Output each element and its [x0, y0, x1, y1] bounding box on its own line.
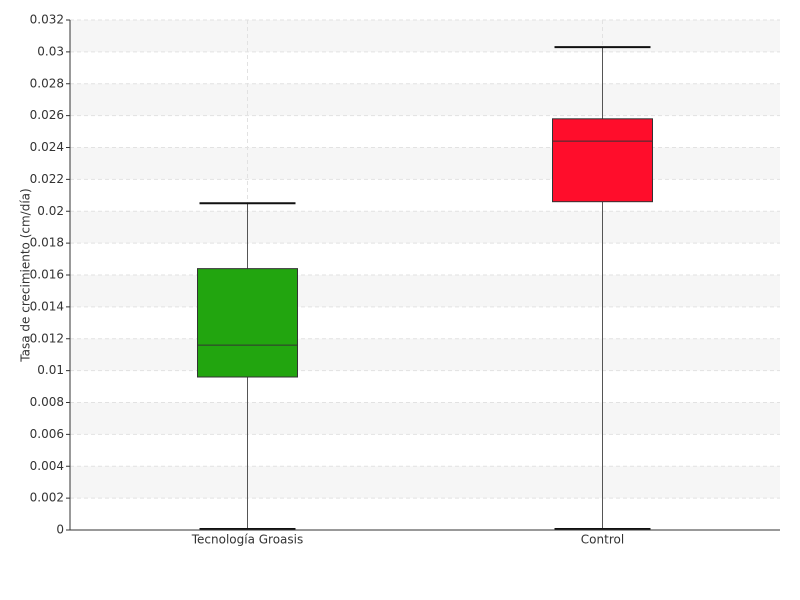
y-tick-label: 0.028 — [30, 76, 64, 90]
y-tick-label: 0.016 — [30, 268, 64, 282]
box — [552, 118, 653, 203]
grid-band — [70, 275, 780, 307]
y-tick-label: 0.032 — [30, 13, 64, 27]
y-tick-label: 0 — [56, 523, 64, 537]
grid-band — [70, 211, 780, 244]
grid-band — [70, 466, 780, 499]
y-tick-label: 0.004 — [30, 459, 64, 473]
grid-band — [70, 83, 780, 116]
y-tick-label: 0.006 — [30, 427, 64, 441]
box — [197, 268, 298, 378]
y-tick-label: 0.002 — [30, 491, 64, 505]
grid-band — [70, 402, 780, 435]
y-tick-label: 0.024 — [30, 140, 64, 154]
y-tick-label: 0.03 — [37, 44, 64, 58]
y-axis-label: Tasa de crecimiento (cm/día) — [19, 188, 33, 362]
grid-band — [70, 338, 780, 371]
grid-band — [70, 147, 780, 180]
grid-band — [70, 20, 780, 52]
y-tick-label: 0.022 — [30, 172, 64, 186]
x-tick-label: Control — [581, 533, 624, 547]
x-tick-label: Tecnología Groasis — [191, 533, 304, 547]
y-tick-label: 0.026 — [30, 108, 64, 122]
y-tick-label: 0.01 — [37, 363, 64, 377]
y-tick-label: 0.008 — [30, 395, 64, 409]
y-tick-label: 0.014 — [30, 299, 64, 313]
y-tick-label: 0.012 — [30, 331, 64, 345]
y-tick-label: 0.018 — [30, 236, 64, 250]
y-tick-label: 0.02 — [37, 204, 64, 218]
